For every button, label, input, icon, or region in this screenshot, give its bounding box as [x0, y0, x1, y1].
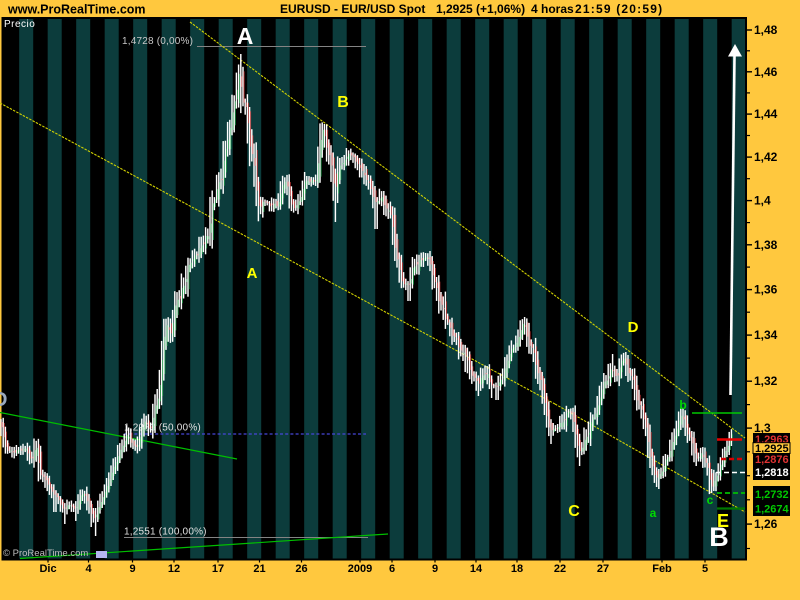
svg-text:1,42: 1,42	[754, 150, 778, 164]
svg-text:1,46: 1,46	[754, 65, 778, 79]
svg-text:A: A	[247, 265, 258, 282]
svg-text:1,26: 1,26	[754, 517, 778, 531]
svg-text:1,4: 1,4	[754, 194, 771, 208]
svg-text:EURUSD - EUR/USD Spot: EURUSD - EUR/USD Spot	[280, 2, 425, 16]
svg-text:1,38: 1,38	[754, 238, 778, 252]
svg-text:a: a	[650, 506, 657, 520]
svg-text:B: B	[337, 94, 349, 111]
svg-text:21: 21	[253, 563, 265, 575]
svg-text:Feb: Feb	[652, 563, 672, 575]
svg-text:1,2925 (+1,06%): 1,2925 (+1,06%)	[436, 2, 525, 16]
svg-text:1,2551 (100,00%): 1,2551 (100,00%)	[124, 527, 207, 538]
svg-text:21:59 (20:59): 21:59 (20:59)	[575, 2, 663, 16]
svg-text:1,3: 1,3	[754, 421, 771, 435]
svg-text:12: 12	[168, 563, 180, 575]
svg-text:C: C	[568, 503, 580, 520]
svg-text:18: 18	[511, 563, 523, 575]
svg-text:2009: 2009	[348, 563, 372, 575]
svg-text:1,2732: 1,2732	[755, 489, 789, 501]
svg-text:6: 6	[389, 563, 395, 575]
svg-text:D: D	[628, 319, 639, 336]
svg-text:1,36: 1,36	[754, 283, 778, 297]
svg-text:9: 9	[432, 563, 438, 575]
svg-text:1,2983 (50,00%): 1,2983 (50,00%)	[124, 423, 201, 434]
svg-text:1,4728 (0,00%): 1,4728 (0,00%)	[122, 36, 193, 47]
svg-text:9: 9	[129, 563, 135, 575]
svg-text:4 horas: 4 horas	[531, 2, 574, 16]
svg-text:4: 4	[85, 563, 92, 575]
svg-text:1,34: 1,34	[754, 328, 778, 342]
svg-text:A: A	[237, 23, 254, 49]
svg-text:1,44: 1,44	[754, 107, 778, 121]
svg-text:1,2818: 1,2818	[755, 467, 789, 479]
svg-text:1,2674: 1,2674	[755, 504, 790, 516]
svg-text:1,2925: 1,2925	[755, 443, 789, 455]
svg-text:b: b	[679, 398, 686, 412]
svg-text:1,32: 1,32	[754, 374, 778, 388]
svg-text:c: c	[707, 493, 714, 507]
svg-text:27: 27	[597, 563, 609, 575]
svg-text:5: 5	[702, 563, 708, 575]
svg-text:© ProRealTime.com: © ProRealTime.com	[3, 548, 88, 559]
svg-text:22: 22	[554, 563, 566, 575]
svg-text:Dic: Dic	[39, 563, 56, 575]
svg-text:17: 17	[212, 563, 224, 575]
svg-text:Precio: Precio	[4, 19, 35, 30]
svg-text:www.ProRealTime.com: www.ProRealTime.com	[7, 3, 146, 17]
svg-text:26: 26	[295, 563, 307, 575]
svg-text:1,48: 1,48	[754, 23, 778, 37]
svg-text:14: 14	[470, 563, 483, 575]
svg-text:B: B	[709, 522, 729, 552]
svg-text:E: E	[717, 511, 729, 531]
svg-text:D: D	[0, 389, 7, 411]
svg-text:1,2876: 1,2876	[755, 454, 789, 466]
